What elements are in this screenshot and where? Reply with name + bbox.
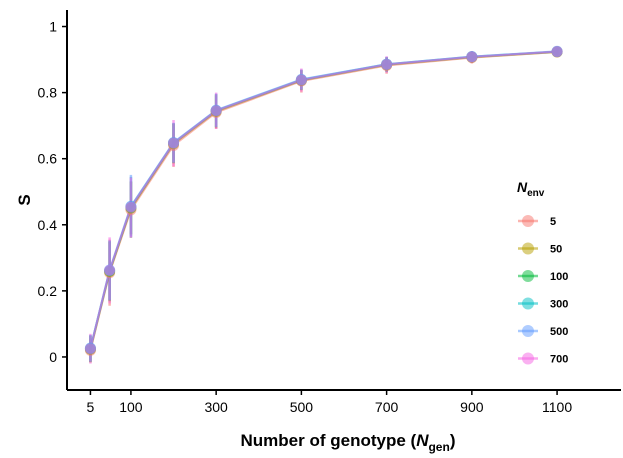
legend-key-point <box>522 242 534 255</box>
series-line <box>89 50 558 349</box>
series-line <box>89 50 558 350</box>
series-points <box>84 45 563 356</box>
x-tick-label: 700 <box>375 399 399 415</box>
x-tick-label: 300 <box>204 399 228 415</box>
series-line <box>89 50 558 349</box>
data-point <box>210 105 222 117</box>
legend-label: 500 <box>550 326 568 338</box>
x-tick-label: 500 <box>290 399 314 415</box>
y-tick-label: 0.4 <box>38 217 58 233</box>
y-tick-label: 1 <box>49 19 57 35</box>
series-lines <box>89 50 558 351</box>
legend-key-point <box>522 215 534 227</box>
x-tick-label: 900 <box>460 399 484 415</box>
legend: Nenv 5 50 100 300 500 700 <box>517 179 568 366</box>
series-line <box>89 50 558 351</box>
axes: 0 0.2 0.4 0.6 0.8 1 5 100 300 500 700 900 1100 S Numbe… <box>15 10 621 454</box>
y-tick-label: 0.6 <box>38 151 58 167</box>
x-tick-label: 5 <box>87 399 95 415</box>
x-tick-label: 100 <box>119 399 143 415</box>
legend-label: 100 <box>550 271 568 283</box>
legend-label: 700 <box>550 354 568 366</box>
legend-label: 5 <box>550 216 556 228</box>
series-line <box>89 50 558 349</box>
legend-title: Nenv <box>517 179 545 199</box>
data-point <box>466 51 478 63</box>
x-axis-title: Number of genotype (Ngen) <box>241 431 456 454</box>
y-tick-label: 0 <box>49 349 57 365</box>
data-point <box>125 201 137 213</box>
legend-key-point <box>522 270 534 282</box>
data-point <box>84 343 96 355</box>
data-point <box>295 74 307 86</box>
data-point <box>168 137 180 149</box>
legend-label: 50 <box>550 244 562 256</box>
y-tick-label: 0.2 <box>38 283 58 299</box>
y-axis-title: S <box>15 194 34 205</box>
legend-key-point <box>522 325 534 337</box>
data-point <box>551 46 563 58</box>
error-bars <box>89 47 559 364</box>
series-line <box>89 50 558 349</box>
legend-key-point <box>522 352 534 365</box>
x-tick-label: 1100 <box>542 399 572 415</box>
data-point <box>381 59 393 71</box>
data-point <box>104 264 116 276</box>
legend-key-point <box>522 297 534 310</box>
legend-label: 300 <box>550 299 568 311</box>
y-tick-label: 0.8 <box>38 85 58 101</box>
